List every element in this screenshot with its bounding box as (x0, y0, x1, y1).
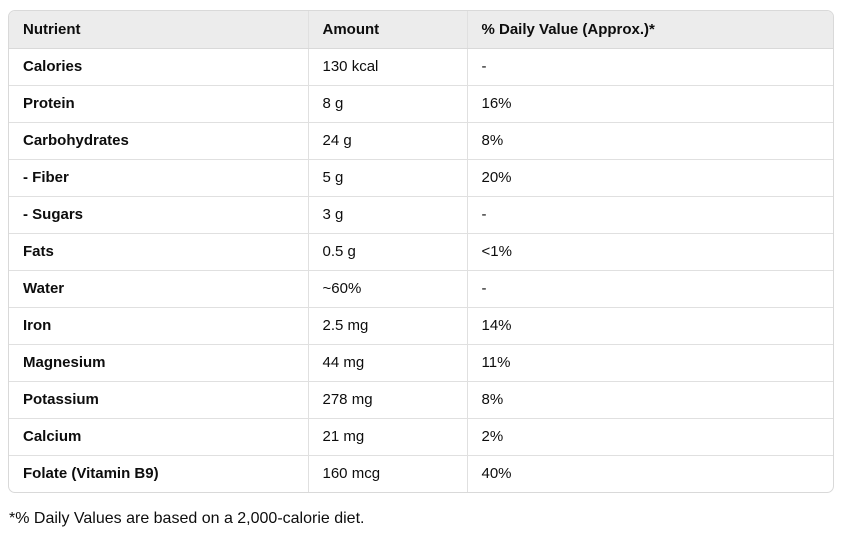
amount-cell: ~60% (308, 270, 468, 308)
nutrient-cell: - Fiber (9, 159, 309, 197)
amount-cell: 130 kcal (308, 48, 468, 86)
daily-value-cell: 8% (467, 381, 833, 419)
table-row: Fats 0.5 g <1% (9, 233, 833, 271)
header-daily-value: % Daily Value (Approx.)* (467, 11, 833, 49)
amount-cell: 160 mcg (308, 455, 468, 492)
table-row: Water ~60% - (9, 270, 833, 308)
nutrient-cell: Calcium (9, 418, 309, 456)
table-row: Potassium 278 mg 8% (9, 381, 833, 419)
header-nutrient: Nutrient (9, 11, 309, 49)
nutrition-table-container: Nutrient Amount % Daily Value (Approx.)*… (8, 10, 834, 493)
nutrition-table: Nutrient Amount % Daily Value (Approx.)*… (9, 11, 833, 492)
nutrient-cell: - Sugars (9, 196, 309, 234)
table-header: Nutrient Amount % Daily Value (Approx.)* (9, 11, 833, 49)
amount-cell: 44 mg (308, 344, 468, 382)
nutrient-cell: Folate (Vitamin B9) (9, 455, 309, 492)
table-row: Calcium 21 mg 2% (9, 418, 833, 456)
table-row: Carbohydrates 24 g 8% (9, 122, 833, 160)
amount-cell: 21 mg (308, 418, 468, 456)
table-row: - Sugars 3 g - (9, 196, 833, 234)
daily-value-cell: 2% (467, 418, 833, 456)
table-body: Calories 130 kcal - Protein 8 g 16% Carb… (9, 48, 833, 492)
footnote: *% Daily Values are based on a 2,000-cal… (9, 510, 365, 527)
table-row: Iron 2.5 mg 14% (9, 307, 833, 345)
nutrient-cell: Water (9, 270, 309, 308)
daily-value-cell: 8% (467, 122, 833, 160)
table-row: Magnesium 44 mg 11% (9, 344, 833, 382)
nutrient-cell: Protein (9, 85, 309, 123)
table-row: - Fiber 5 g 20% (9, 159, 833, 197)
daily-value-cell: 14% (467, 307, 833, 345)
nutrient-cell: Carbohydrates (9, 122, 309, 160)
amount-cell: 5 g (308, 159, 468, 197)
daily-value-cell: 11% (467, 344, 833, 382)
table-row: Calories 130 kcal - (9, 48, 833, 86)
header-row: Nutrient Amount % Daily Value (Approx.)* (9, 11, 833, 49)
amount-cell: 8 g (308, 85, 468, 123)
amount-cell: 278 mg (308, 381, 468, 419)
daily-value-cell: - (467, 48, 833, 86)
daily-value-cell: - (467, 270, 833, 308)
nutrient-cell: Fats (9, 233, 309, 271)
nutrient-cell: Magnesium (9, 344, 309, 382)
amount-cell: 2.5 mg (308, 307, 468, 345)
nutrient-cell: Iron (9, 307, 309, 345)
nutrient-cell: Potassium (9, 381, 309, 419)
amount-cell: 24 g (308, 122, 468, 160)
amount-cell: 3 g (308, 196, 468, 234)
daily-value-cell: 20% (467, 159, 833, 197)
daily-value-cell: <1% (467, 233, 833, 271)
daily-value-cell: 16% (467, 85, 833, 123)
amount-cell: 0.5 g (308, 233, 468, 271)
table-row: Folate (Vitamin B9) 160 mcg 40% (9, 455, 833, 492)
daily-value-cell: - (467, 196, 833, 234)
nutrient-cell: Calories (9, 48, 309, 86)
header-amount: Amount (308, 11, 468, 49)
table-row: Protein 8 g 16% (9, 85, 833, 123)
daily-value-cell: 40% (481, 465, 512, 483)
